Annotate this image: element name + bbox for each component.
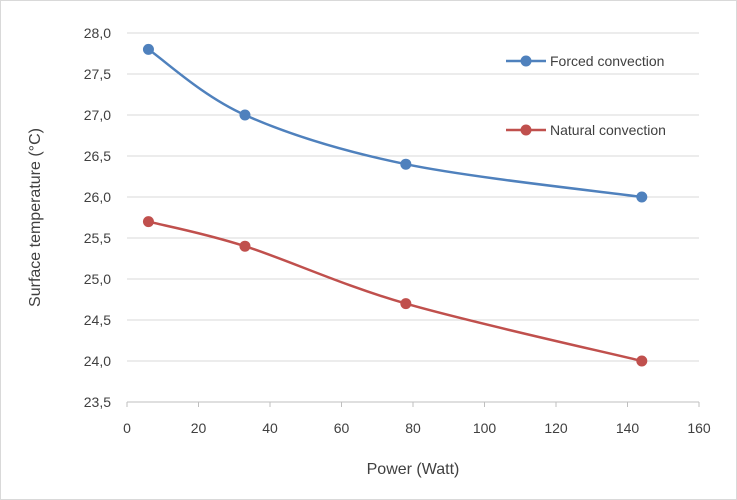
x-tick-label: 20 xyxy=(191,420,207,436)
data-point xyxy=(400,158,412,170)
x-tick-label: 60 xyxy=(334,420,350,436)
legend-label: Natural convection xyxy=(550,122,666,138)
y-axis-label: Surface temperature (°C) xyxy=(27,128,44,307)
data-point xyxy=(142,216,154,228)
y-axis-ticks: 23,5 24,0 24,5 25,0 25,5 26,0 26,5 27,0 27,5 28,0 xyxy=(84,25,111,410)
legend: Forced convection Natural convection xyxy=(506,53,666,138)
y-tick-label: 28,0 xyxy=(84,25,111,41)
data-point xyxy=(636,191,648,203)
x-tick-label: 40 xyxy=(262,420,278,436)
x-axis-ticks: 0 20 40 60 80 100 120 140 160 xyxy=(123,402,711,436)
y-tick-label: 25,5 xyxy=(84,230,111,246)
legend-marker xyxy=(520,55,532,67)
y-tick-label: 24,0 xyxy=(84,353,111,369)
x-tick-label: 140 xyxy=(616,420,640,436)
data-point xyxy=(239,240,251,252)
x-tick-label: 80 xyxy=(405,420,421,436)
data-point xyxy=(400,298,412,310)
x-tick-label: 120 xyxy=(544,420,568,436)
x-axis-label: Power (Watt) xyxy=(367,461,460,478)
legend-label: Forced convection xyxy=(550,53,664,69)
series-line xyxy=(147,48,642,199)
y-tick-label: 23,5 xyxy=(84,394,111,410)
y-tick-label: 26,0 xyxy=(84,189,111,205)
series-layer xyxy=(142,43,648,367)
data-point xyxy=(636,355,648,367)
y-tick-label: 25,0 xyxy=(84,271,111,287)
y-tick-label: 24,5 xyxy=(84,312,111,328)
y-tick-label: 26,5 xyxy=(84,148,111,164)
x-tick-label: 0 xyxy=(123,420,131,436)
data-point xyxy=(239,109,251,121)
data-point xyxy=(142,43,154,55)
x-tick-label: 100 xyxy=(473,420,497,436)
grid xyxy=(127,32,699,403)
y-tick-label: 27,0 xyxy=(84,107,111,123)
series-line xyxy=(148,220,643,363)
x-tick-label: 160 xyxy=(687,420,711,436)
y-tick-label: 27,5 xyxy=(84,66,111,82)
legend-marker xyxy=(520,124,532,136)
